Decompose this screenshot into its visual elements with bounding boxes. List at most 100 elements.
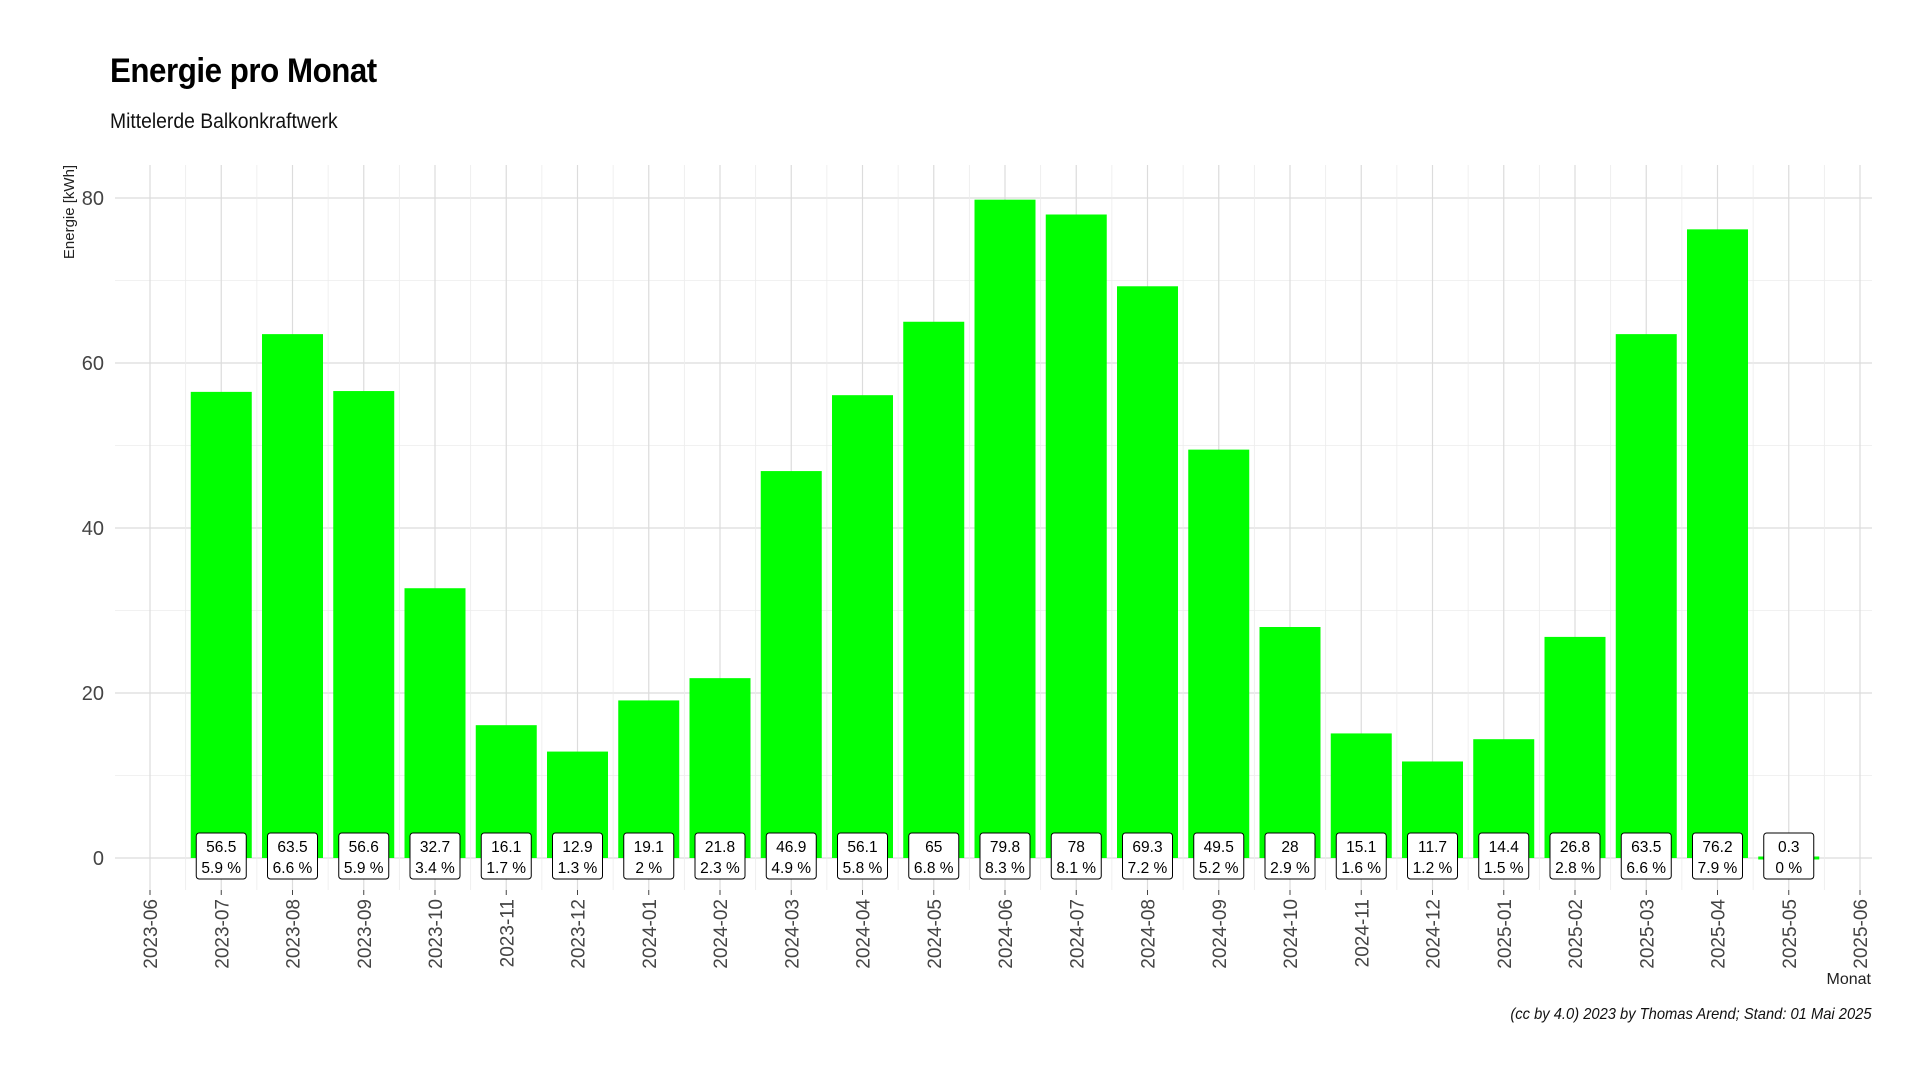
x-tick-label: 2025-02 [1566, 899, 1587, 969]
x-tick-label: 2024-11 [1352, 899, 1373, 967]
x-tick-label: 2023-11 [497, 899, 518, 967]
data-label-percent: 3.4 % [415, 860, 455, 877]
bar-2023-07 [190, 391, 252, 858]
data-label-percent: 1.5 % [1484, 860, 1524, 877]
data-label-2025-05: 0.30 % [1763, 832, 1815, 880]
data-label-box [1122, 832, 1173, 880]
data-label-percent: 6.6 % [1626, 860, 1666, 877]
x-tick-label: 2024-01 [640, 899, 661, 969]
x-tick-label: 2025-04 [1709, 899, 1730, 969]
data-label-value: 0.3 [1778, 839, 1800, 856]
data-label-percent: 8.3 % [985, 860, 1025, 877]
y-tick-label: 60 [82, 353, 104, 375]
data-label-box [1692, 832, 1743, 880]
x-tick-label: 2023-12 [569, 899, 590, 969]
bar-2024-08 [1117, 286, 1178, 858]
bar-2025-03 [1615, 334, 1677, 858]
data-label-box [338, 832, 390, 880]
data-label-box [1763, 832, 1815, 880]
bar-2023-10 [404, 588, 466, 858]
x-tick-label: 2024-08 [1139, 899, 1160, 969]
x-tick-label: 2024-04 [854, 899, 875, 969]
data-label-percent: 2.3 % [700, 860, 740, 877]
data-label-value: 56.6 [349, 839, 379, 856]
data-label-box [623, 832, 675, 880]
data-label-2025-04: 76.2 7.9 % [1692, 832, 1743, 880]
data-label-percent: 5.9 % [344, 860, 384, 877]
data-label-2023-09: 56.6 5.9 % [338, 832, 390, 880]
data-label-box [694, 832, 746, 880]
data-label-value: 14.4 [1489, 839, 1520, 856]
data-label-percent: 2 % [635, 860, 662, 877]
data-label-box [1193, 832, 1245, 880]
bar-2024-06 [974, 199, 1036, 858]
data-label-2024-06: 79.8 8.3 % [979, 832, 1031, 880]
bar-2023-08 [262, 334, 323, 858]
data-label-box [480, 832, 532, 880]
data-label-2023-11: 16.1 1.7 % [480, 832, 532, 880]
data-label-2025-03: 63.5 6.6 % [1620, 832, 1672, 880]
data-label-percent: 1.6 % [1341, 860, 1381, 877]
data-label-percent: 5.8 % [843, 860, 883, 877]
data-label-box [979, 832, 1031, 880]
data-label-2024-02: 21.8 2.3 % [694, 832, 746, 880]
bar-2025-04 [1687, 229, 1748, 859]
data-label-2023-10: 32.7 3.4 % [409, 832, 461, 880]
data-label-percent: 7.2 % [1128, 860, 1168, 877]
data-label-box [1407, 832, 1458, 880]
data-label-percent: 5.9 % [201, 860, 241, 877]
y-tick-label: 40 [82, 518, 104, 540]
data-label-value: 76.2 [1702, 839, 1732, 856]
y-tick-label: 0 [93, 848, 104, 870]
x-tick-label: 2024-12 [1424, 899, 1445, 969]
data-label-percent: 8.1 % [1056, 860, 1096, 877]
data-label-2024-05: 65 6.8 % [908, 832, 960, 880]
bar-2024-01 [618, 700, 680, 858]
x-tick-label: 2025-01 [1495, 899, 1516, 969]
bar-2024-03 [760, 471, 822, 858]
data-label-2023-12: 12.9 1.3 % [552, 832, 603, 880]
data-label-box [267, 832, 318, 880]
data-labels: 56.5 5.9 % 63.5 6.6 % 56.6 5.9 % 32.7 3.4 % 16.1… [195, 832, 1815, 880]
data-label-value: 28 [1281, 839, 1298, 856]
bar-2023-09 [333, 391, 395, 858]
data-label-percent: 2.8 % [1555, 860, 1595, 877]
data-label-2023-08: 63.5 6.6 % [267, 832, 318, 880]
data-label-value: 19.1 [634, 839, 664, 856]
y-tick-label: 80 [82, 188, 104, 210]
data-label-2024-10: 28 2.9 % [1264, 832, 1316, 880]
data-label-percent: 4.9 % [771, 860, 811, 877]
data-label-box [1620, 832, 1672, 880]
data-label-2023-07: 56.5 5.9 % [195, 832, 247, 880]
x-tick-label: 2023-09 [355, 899, 376, 969]
data-label-box [1478, 832, 1530, 880]
x-tick-label: 2025-06 [1851, 899, 1872, 969]
bar-2024-05 [903, 321, 965, 858]
data-label-box [765, 832, 817, 880]
data-label-value: 69.3 [1132, 839, 1162, 856]
x-tick-label: 2025-05 [1780, 899, 1801, 969]
x-tick-label: 2023-06 [141, 899, 162, 969]
x-tick-label: 2024-06 [996, 899, 1017, 969]
chart-subtitle: Mittelerde Balkonkraftwerk [110, 110, 338, 133]
data-label-box [409, 832, 461, 880]
data-label-percent: 2.9 % [1270, 860, 1310, 877]
data-label-value: 15.1 [1346, 839, 1376, 856]
data-label-box [1335, 832, 1387, 880]
data-label-2024-11: 15.1 1.6 % [1335, 832, 1387, 880]
data-label-value: 46.9 [776, 839, 806, 856]
data-label-percent: 1.2 % [1413, 860, 1453, 877]
data-label-box [1264, 832, 1316, 880]
x-tick-label: 2024-02 [711, 899, 732, 969]
data-label-percent: 0 % [1775, 860, 1802, 877]
data-label-2025-01: 14.4 1.5 % [1478, 832, 1530, 880]
data-label-box [837, 832, 888, 880]
data-label-box [552, 832, 603, 880]
x-tick-label: 2024-10 [1281, 899, 1302, 969]
data-label-percent: 1.3 % [558, 860, 598, 877]
data-label-box [1050, 832, 1102, 880]
data-label-box [908, 832, 960, 880]
chart-caption: (cc by 4.0) 2023 by Thomas Arend; Stand:… [1510, 1006, 1872, 1023]
data-label-value: 56.5 [206, 839, 236, 856]
